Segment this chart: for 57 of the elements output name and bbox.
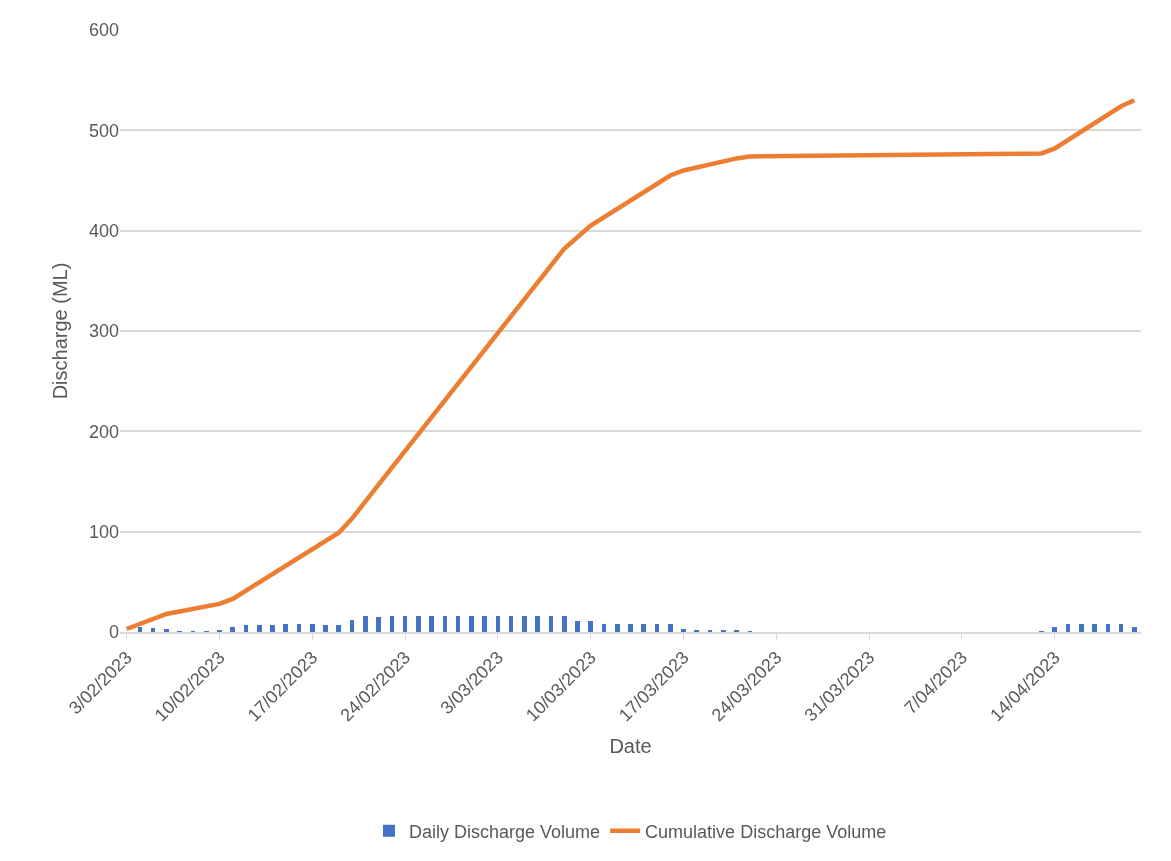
bar	[138, 627, 142, 632]
bar	[522, 616, 527, 632]
bar	[310, 624, 315, 632]
y-tick-label: 0	[108, 622, 119, 643]
bar	[390, 616, 394, 632]
bar	[615, 624, 620, 632]
bar	[1119, 624, 1123, 632]
bar	[283, 624, 288, 632]
y-tick-label: 400	[88, 220, 119, 241]
bar	[575, 621, 580, 632]
y-tick-label: 600	[88, 20, 119, 41]
bar	[323, 625, 328, 632]
bar	[443, 616, 447, 632]
bar	[151, 628, 155, 632]
bar	[535, 616, 540, 632]
bar	[602, 624, 606, 632]
bar	[588, 621, 593, 632]
bar	[562, 616, 567, 632]
bar	[496, 616, 500, 632]
bar	[482, 616, 487, 632]
bar	[376, 617, 381, 632]
bar	[509, 616, 513, 632]
bar	[641, 624, 646, 632]
y-axis-title: Discharge (ML)	[49, 262, 72, 400]
bar	[1066, 624, 1070, 632]
bar	[469, 616, 474, 632]
bar	[456, 616, 460, 632]
bar	[336, 625, 341, 632]
y-tick-label: 300	[88, 321, 119, 342]
bar	[270, 625, 275, 632]
bar	[416, 616, 421, 632]
bar	[403, 616, 407, 632]
bar	[1132, 627, 1137, 632]
line-series	[124, 97, 1137, 632]
legend-label: Daily Discharge Volume	[409, 821, 601, 842]
bar	[1052, 627, 1057, 632]
bar	[363, 616, 368, 632]
bar	[350, 620, 354, 632]
x-axis-title: Date	[609, 735, 652, 758]
y-tick-label: 500	[88, 120, 119, 141]
bar	[1092, 624, 1097, 632]
bar	[1106, 624, 1110, 632]
bar	[549, 616, 553, 632]
bar	[628, 624, 633, 632]
bar	[297, 624, 301, 632]
bar	[668, 624, 673, 632]
legend-label: Cumulative Discharge Volume	[645, 821, 887, 842]
bar	[257, 625, 262, 632]
bar	[429, 616, 434, 632]
bar	[655, 624, 659, 632]
bar	[164, 629, 169, 632]
bar	[681, 629, 686, 632]
y-tick-label: 200	[88, 421, 119, 442]
y-tick-label: 100	[88, 521, 119, 542]
bar	[230, 627, 235, 632]
bar	[1079, 624, 1084, 632]
bar	[244, 625, 248, 632]
